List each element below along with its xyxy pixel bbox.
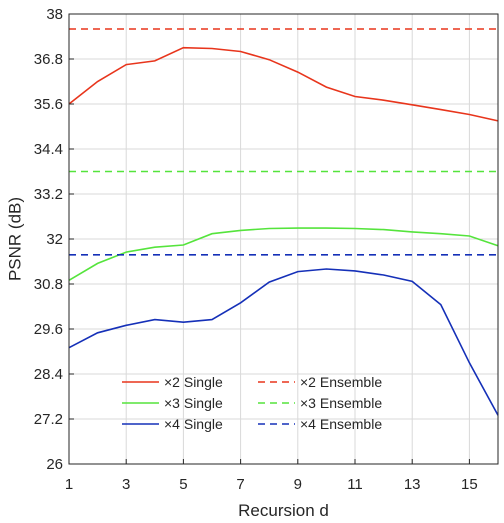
series-line xyxy=(68,268,499,416)
y-tick-label: 35.6 xyxy=(34,96,63,113)
x-tick-label: 11 xyxy=(347,476,363,493)
legend: ×2 Single ×3 Single ×4 Single ×2 Ensemble ×3… xyxy=(122,374,382,432)
legend-label: ×3 Single xyxy=(164,395,223,411)
x-tick-label: 3 xyxy=(122,476,130,493)
legend-label: ×2 Ensemble xyxy=(300,374,382,390)
y-tick-label: 32 xyxy=(46,231,63,248)
y-axis-label: PSNR (dB) xyxy=(5,197,24,281)
axis-ticks: 1 3 5 7 9 11 13 152627.228.429.630.83233.234.43… xyxy=(34,6,478,493)
y-tick-label: 26 xyxy=(46,456,63,473)
y-tick-label: 38 xyxy=(46,6,63,23)
legend-label: ×3 Ensemble xyxy=(300,395,382,411)
y-tick-label: 30.8 xyxy=(34,276,63,293)
y-tick-label: 27.2 xyxy=(34,411,63,428)
legend-label: ×4 Single xyxy=(164,416,223,432)
series-lines xyxy=(68,28,499,416)
x-axis-label: Recursion d xyxy=(238,501,329,520)
legend-label: ×4 Ensemble xyxy=(300,416,382,432)
x-tick-label: 13 xyxy=(404,476,421,493)
x-tick-label: 15 xyxy=(461,476,478,493)
legend-label: ×2 Single xyxy=(164,374,223,390)
grid-lines xyxy=(68,13,498,465)
series-line xyxy=(68,227,499,281)
y-tick-label: 29.6 xyxy=(34,321,63,338)
y-tick-label: 36.8 xyxy=(34,51,63,68)
x-tick-label: 5 xyxy=(179,476,187,493)
x-tick-label: 1 xyxy=(65,476,73,493)
x-tick-label: 9 xyxy=(294,476,302,493)
y-tick-label: 28.4 xyxy=(34,366,63,383)
x-tick-label: 7 xyxy=(236,476,244,493)
y-tick-label: 33.2 xyxy=(34,186,63,203)
y-tick-label: 34.4 xyxy=(34,141,63,158)
series-line xyxy=(68,46,499,122)
